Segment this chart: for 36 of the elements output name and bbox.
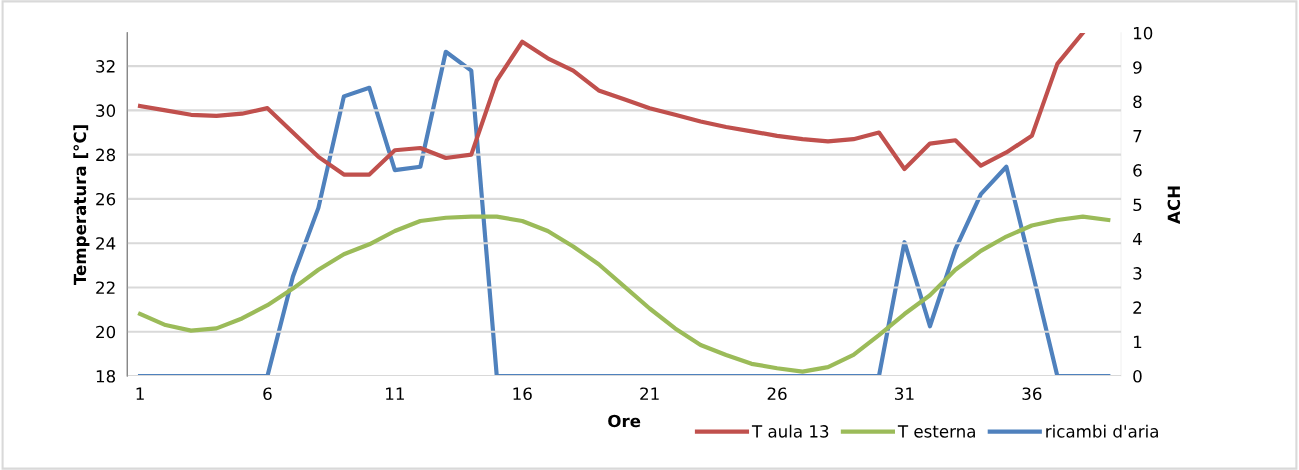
y2-tick-label: 8: [1133, 95, 1142, 109]
y2-axis-title: ACH: [1167, 186, 1181, 224]
legend-label: ricambi d'aria: [1046, 424, 1158, 438]
x-tick-label: 26: [767, 387, 787, 401]
x-tick-label: 31: [895, 387, 914, 401]
y-tick-label: 24: [96, 237, 116, 250]
line-series: [137, 49, 1111, 376]
x-tick-label: 36: [1022, 387, 1042, 401]
y-tick-label: 18: [96, 369, 116, 383]
y2-tick-label: 4: [1132, 232, 1142, 246]
y2-tick-label: 2: [1133, 301, 1142, 314]
x-axis-title: Ore: [608, 414, 641, 428]
y2-tick-label: 0: [1133, 369, 1142, 383]
y-tick-label: 20: [96, 325, 116, 339]
line-series: [137, 32, 1085, 177]
y2-tick-label: 1: [1133, 335, 1142, 349]
y-axis-title: Temperatura [°C]: [73, 125, 90, 286]
x-tick-label: 16: [513, 387, 532, 401]
line-series: [137, 214, 1111, 374]
y2-tick-label: 6: [1133, 164, 1142, 177]
y2-tick-label: 10: [1133, 26, 1153, 40]
x-tick-label: 6: [263, 387, 272, 401]
y2-tick-label: 3: [1133, 267, 1142, 280]
y-tick-label: 28: [96, 148, 116, 162]
y2-tick-label: 5: [1133, 198, 1142, 212]
y-tick-label: 32: [96, 60, 115, 73]
y-tick-label: 22: [96, 281, 115, 294]
y2-tick-label: 7: [1133, 130, 1142, 143]
y-tick-label: 30: [96, 104, 116, 117]
x-tick-label: 21: [640, 387, 659, 400]
y-tick-label: 26: [96, 192, 116, 206]
legend-label: T aula 13: [751, 424, 829, 438]
y2-tick-label: 9: [1133, 61, 1142, 74]
x-tick-label: 11: [386, 387, 404, 400]
legend-label: T esterna: [897, 425, 975, 438]
x-tick-label: 1: [136, 387, 144, 400]
